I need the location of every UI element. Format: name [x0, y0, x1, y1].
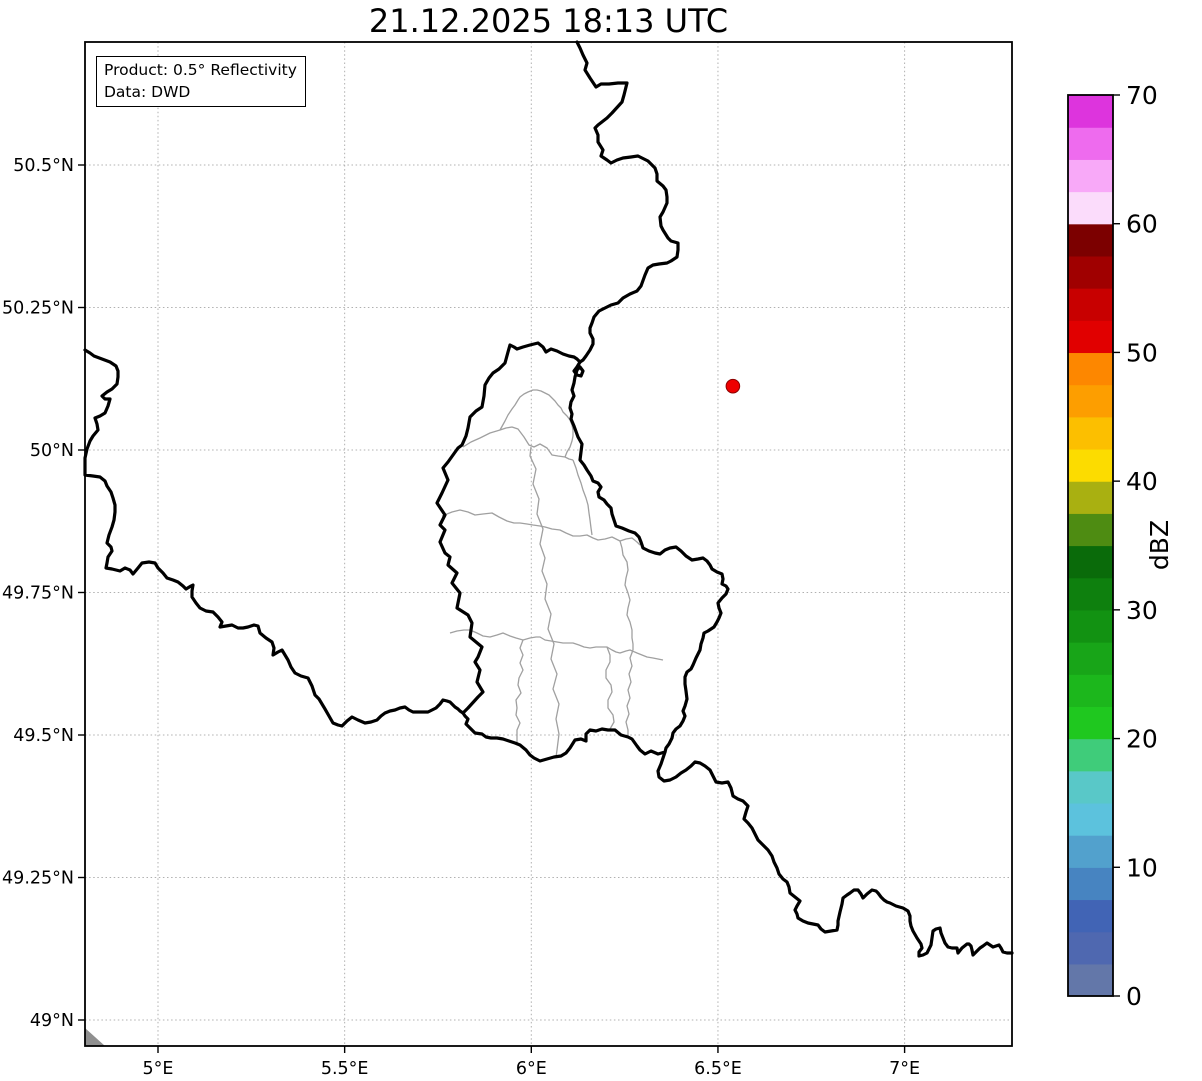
- x-tick-label: 7°E: [889, 1059, 920, 1079]
- colorbar-segment: [1068, 963, 1113, 997]
- colorbar-segment: [1068, 384, 1113, 418]
- colorbar-segment: [1068, 545, 1113, 579]
- colorbar-segment: [1068, 642, 1113, 675]
- colorbar-segment: [1068, 255, 1113, 289]
- luxembourg-canton-border: [499, 389, 574, 458]
- radar-location-marker: [725, 378, 741, 394]
- data-source-line: Data: DWD: [104, 83, 191, 101]
- y-tick-label: 49°N: [30, 1011, 74, 1031]
- luxembourg-canton-border: [572, 459, 593, 536]
- y-tick-label: 50°N: [30, 441, 74, 461]
- luxembourg-canton-border: [625, 649, 634, 736]
- colorbar-segment: [1068, 513, 1113, 547]
- colorbar-segment: [1068, 481, 1113, 514]
- luxembourg-canton-border: [529, 446, 560, 758]
- colorbar-segment: [1068, 899, 1113, 933]
- y-tick-label: 49.5°N: [13, 726, 74, 746]
- colorbar-tick-label: 40: [1126, 467, 1158, 496]
- luxembourg-canton-border: [462, 426, 574, 461]
- colorbar-segment: [1068, 674, 1113, 707]
- border-luxembourg: [435, 341, 730, 763]
- colorbar-axis-label: dBZ: [1145, 520, 1174, 570]
- y-tick-label: 50.5°N: [13, 156, 74, 176]
- x-tick-label: 5.5°E: [321, 1059, 369, 1079]
- colorbar-tick-label: 0: [1126, 982, 1142, 1011]
- colorbar-tick-label: 30: [1126, 596, 1158, 625]
- product-line: Product: 0.5° Reflectivity: [104, 61, 297, 79]
- map-corner-wedge: [85, 1028, 105, 1046]
- colorbar-frame: [1067, 94, 1114, 997]
- y-tick-label: 50.25°N: [2, 299, 74, 319]
- plot-frame: [84, 41, 1013, 1047]
- product-info-box: Product: 0.5° Reflectivity Data: DWD: [96, 56, 306, 107]
- colorbar-tick-label: 70: [1126, 81, 1158, 110]
- luxembourg-canton-border: [515, 639, 524, 743]
- colorbar-tick-label: 50: [1126, 338, 1158, 367]
- y-tick-label: 49.25°N: [2, 869, 74, 889]
- x-tick-label: 6°E: [516, 1059, 547, 1079]
- colorbar-segment: [1068, 770, 1113, 804]
- border-france-germany: [656, 750, 1014, 958]
- border-germany-belgium: [575, 40, 680, 364]
- x-tick-label: 5°E: [143, 1059, 174, 1079]
- colorbar-segment: [1068, 95, 1113, 128]
- colorbar-segment: [1068, 931, 1113, 965]
- colorbar-tick-label: 10: [1126, 853, 1158, 882]
- colorbar-segment: [1068, 802, 1113, 836]
- colorbar-tick-label: 20: [1126, 725, 1158, 754]
- luxembourg-canton-border: [441, 509, 641, 546]
- colorbar-tick-label: 60: [1126, 210, 1158, 239]
- colorbar-segment: [1068, 127, 1113, 160]
- colorbar-segment: [1068, 352, 1113, 386]
- colorbar-segment: [1068, 706, 1113, 740]
- colorbar-segment: [1068, 835, 1113, 868]
- colorbar-segment: [1068, 288, 1113, 321]
- figure-title: 21.12.2025 18:13 UTC: [368, 2, 729, 40]
- luxembourg-canton-border: [605, 646, 615, 731]
- colorbar-segment: [1068, 416, 1113, 450]
- y-tick-label: 49.75°N: [2, 584, 74, 604]
- border-belgium-france: [83, 348, 465, 728]
- colorbar-segment: [1068, 448, 1113, 482]
- colorbar-segment: [1068, 577, 1113, 611]
- luxembourg-canton-border: [449, 629, 664, 661]
- colorbar-segment: [1068, 320, 1113, 354]
- colorbar-segment: [1068, 609, 1113, 643]
- colorbar-segment: [1068, 159, 1113, 193]
- colorbar-segment: [1068, 867, 1113, 901]
- x-tick-label: 6.5°E: [694, 1059, 742, 1079]
- luxembourg-canton-border: [619, 540, 634, 650]
- colorbar-segment: [1068, 191, 1113, 225]
- colorbar-segment: [1068, 738, 1113, 772]
- colorbar-segment: [1068, 223, 1113, 257]
